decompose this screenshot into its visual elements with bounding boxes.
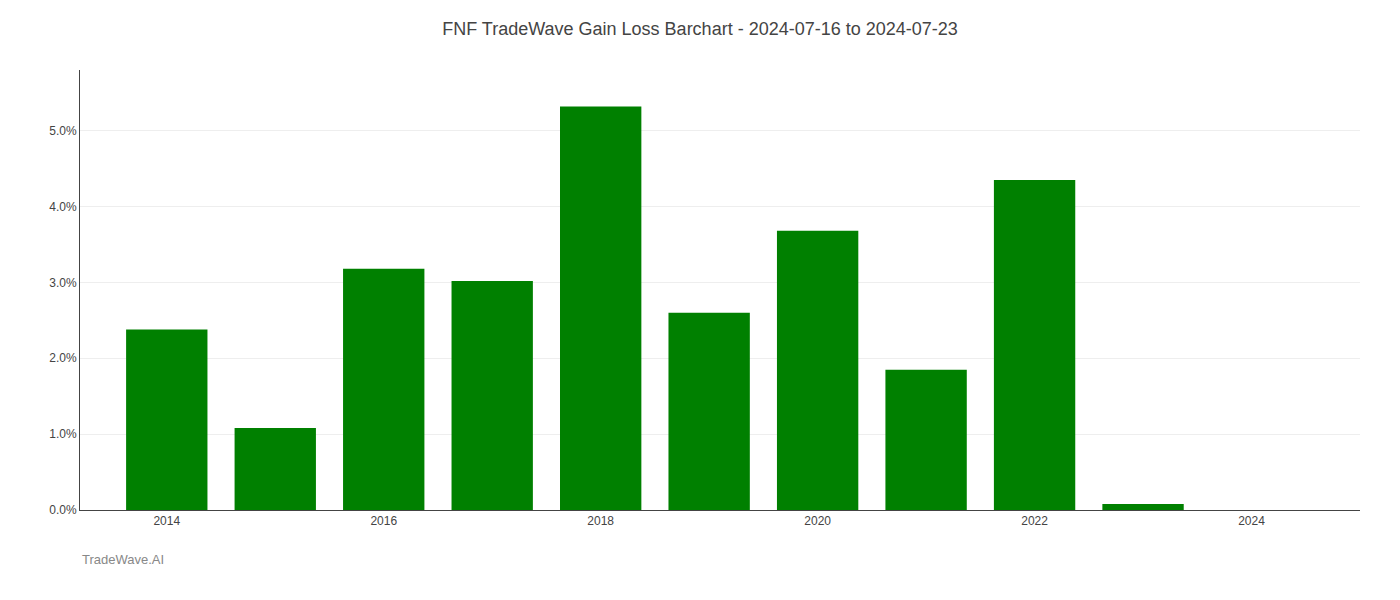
svg-text:2.0%: 2.0% [49,351,77,365]
svg-text:FNF TradeWave Gain Loss Barcha: FNF TradeWave Gain Loss Barchart - 2024-… [442,19,958,39]
svg-text:2018: 2018 [587,514,614,528]
svg-text:5.0%: 5.0% [49,124,77,138]
svg-text:4.0%: 4.0% [49,200,77,214]
svg-text:2022: 2022 [1021,514,1048,528]
svg-text:TradeWave.AI: TradeWave.AI [82,552,164,567]
svg-text:0.0%: 0.0% [49,503,77,517]
svg-text:1.0%: 1.0% [49,427,77,441]
svg-text:2024: 2024 [1238,514,1265,528]
svg-text:2014: 2014 [153,514,180,528]
svg-text:3.0%: 3.0% [49,276,77,290]
svg-text:2016: 2016 [370,514,397,528]
svg-text:2020: 2020 [804,514,831,528]
